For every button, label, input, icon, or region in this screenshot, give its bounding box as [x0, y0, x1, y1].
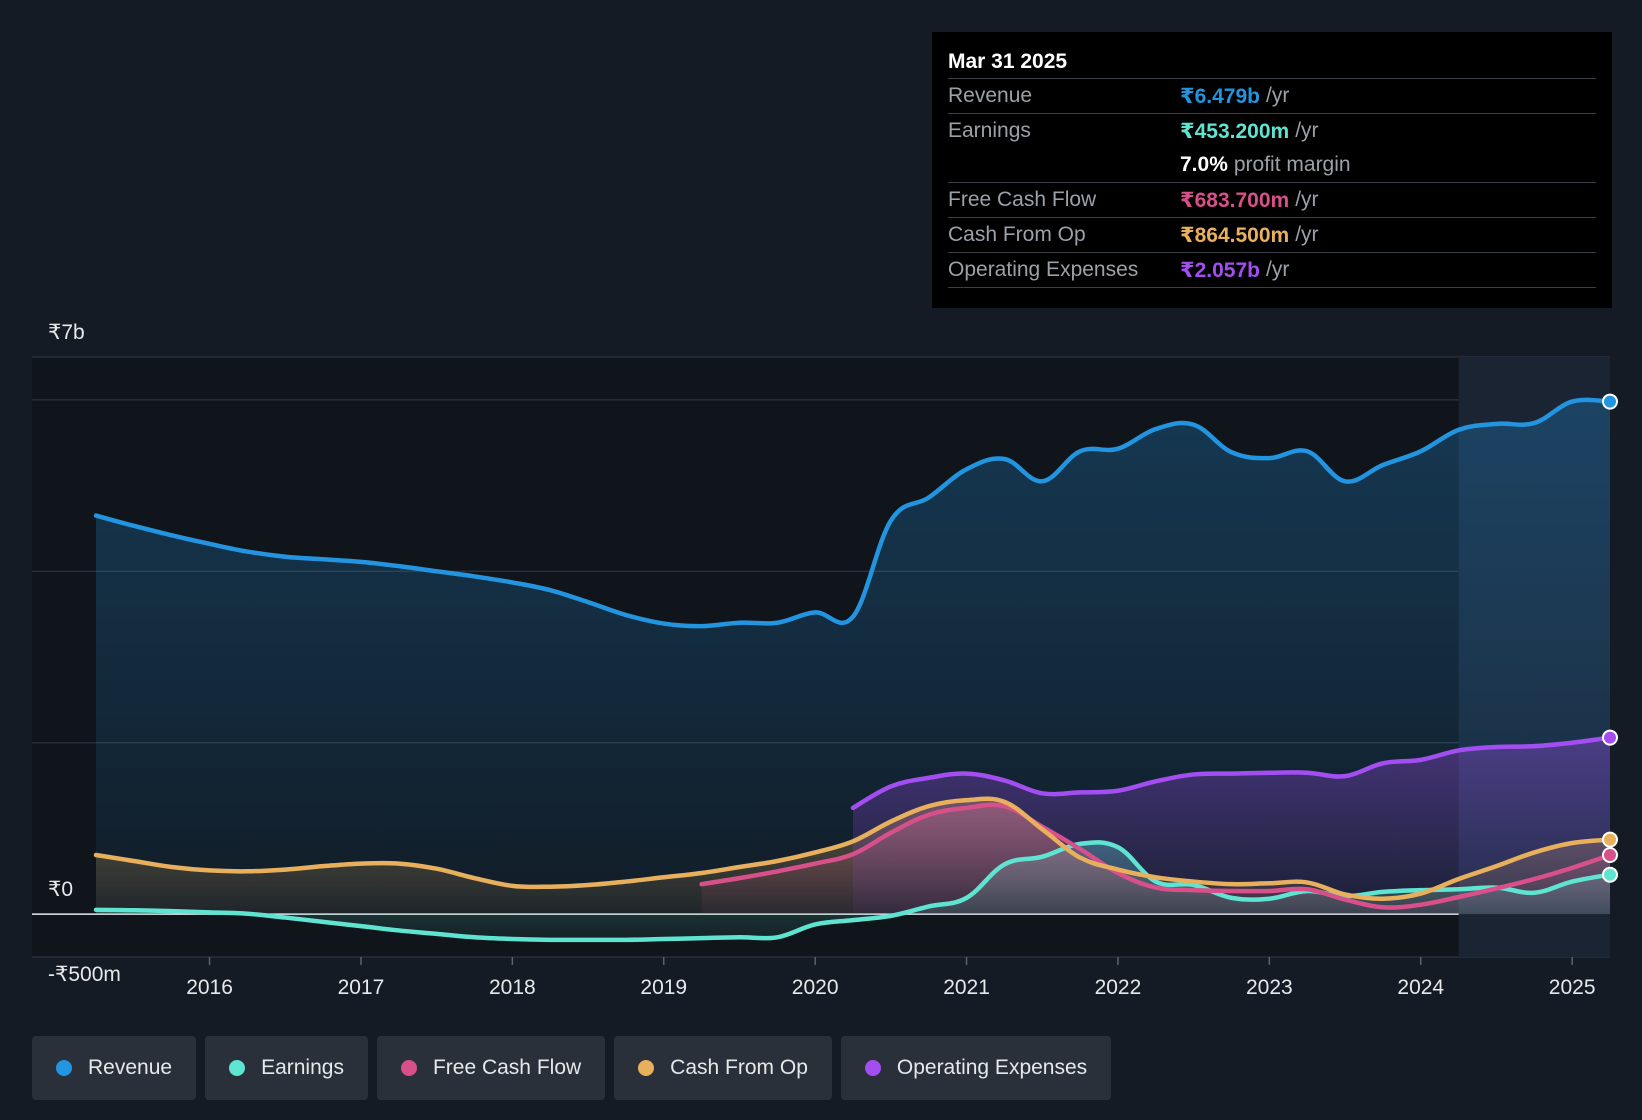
- x-tick-label: 2017: [338, 976, 385, 999]
- tooltip-row-cash-from-op: Cash From Op ₹864.500m /yr: [948, 217, 1596, 252]
- y-tick-label: ₹7b: [48, 321, 85, 344]
- line-operating-expenses: [850, 735, 1613, 811]
- legend: Revenue Earnings Free Cash Flow Cash Fro…: [32, 1036, 1112, 1100]
- end-marker-revenue: [1602, 393, 1618, 410]
- tooltip-label: Operating Expenses: [948, 258, 1139, 281]
- end-marker-operating-expenses: [1602, 729, 1618, 746]
- tooltip-label: Revenue: [948, 84, 1033, 107]
- tooltip-value: 7.0%: [1180, 153, 1228, 176]
- legend-label: Earnings: [261, 1056, 344, 1079]
- series-lines: [93, 397, 1613, 943]
- x-tick-label: 2020: [792, 976, 839, 999]
- x-tick-label: 2025: [1549, 976, 1596, 999]
- legend-item-operating-expenses[interactable]: Operating Expenses: [840, 1036, 1112, 1100]
- tooltip-date: Mar 31 2025: [948, 50, 1068, 73]
- y-tick-label: -₹500m: [48, 963, 121, 986]
- tooltip-unit: /yr: [1266, 258, 1290, 281]
- tooltip-value: ₹453.200m: [1180, 119, 1290, 143]
- legend-item-cash-from-op[interactable]: Cash From Op: [614, 1036, 832, 1100]
- x-tick-label: 2016: [186, 976, 233, 999]
- tooltip-unit: profit margin: [1233, 153, 1351, 176]
- tooltip-row-profit-margin: 7.0% profit margin: [948, 148, 1596, 182]
- legend-dot-icon: [638, 1060, 655, 1076]
- legend-dot-icon: [400, 1060, 417, 1076]
- legend-dot-icon: [229, 1060, 246, 1076]
- tooltip-panel: Mar 31 2025 Revenue ₹6.479b /yr Earnings…: [932, 32, 1612, 308]
- legend-dot-icon: [864, 1060, 881, 1076]
- x-tick-label: 2019: [640, 976, 687, 999]
- tooltip-unit: /yr: [1295, 223, 1319, 246]
- x-tick-label: 2023: [1246, 976, 1293, 999]
- end-marker-cash-from-op: [1602, 831, 1618, 848]
- tooltip-row-operating-expenses: Operating Expenses ₹2.057b /yr: [948, 252, 1596, 288]
- x-tick-label: 2022: [1095, 976, 1142, 999]
- x-axis-labels: 2016 2017 2018 2019 2020 2021 2022 2023 2024 2025: [186, 957, 1596, 999]
- legend-label: Cash From Op: [670, 1056, 808, 1079]
- tooltip-row-revenue: Revenue ₹6.479b /yr: [948, 78, 1596, 113]
- legend-item-earnings[interactable]: Earnings: [205, 1036, 368, 1100]
- legend-label: Operating Expenses: [896, 1056, 1088, 1079]
- line-cash-from-op: [93, 796, 1613, 901]
- tooltip-value: ₹683.700m: [1180, 188, 1290, 212]
- tooltip-value: ₹2.057b: [1180, 258, 1260, 282]
- end-marker-earnings: [1602, 866, 1618, 883]
- x-tick-label: 2024: [1397, 976, 1444, 999]
- tooltip-value: ₹864.500m: [1180, 223, 1290, 247]
- area-earnings: [96, 842, 1610, 940]
- legend-item-free-cash-flow[interactable]: Free Cash Flow: [376, 1036, 606, 1100]
- tooltip-row-free-cash-flow: Free Cash Flow ₹683.700m /yr: [948, 182, 1596, 217]
- legend-item-revenue[interactable]: Revenue: [32, 1036, 197, 1100]
- tooltip-label: Earnings: [948, 119, 1031, 142]
- x-tick-label: 2021: [943, 976, 990, 999]
- end-markers: [1602, 393, 1618, 883]
- series-areas: [96, 399, 1610, 940]
- y-tick-label: ₹0: [48, 878, 73, 901]
- tooltip-unit: /yr: [1295, 188, 1319, 211]
- line-free-cash-flow: [699, 802, 1613, 910]
- y-axis-labels: ₹7b ₹0 -₹500m: [48, 321, 121, 986]
- tooltip-label: Cash From Op: [948, 223, 1086, 246]
- line-revenue: [93, 397, 1613, 629]
- tooltip-unit: /yr: [1266, 84, 1290, 107]
- tooltip-value: ₹6.479b: [1180, 84, 1260, 108]
- legend-dot-icon: [56, 1060, 72, 1076]
- x-tick-label: 2018: [489, 976, 536, 999]
- tooltip-unit: /yr: [1295, 119, 1319, 142]
- tooltip-row-earnings: Earnings ₹453.200m /yr: [948, 113, 1596, 148]
- legend-label: Revenue: [88, 1056, 173, 1079]
- legend-label: Free Cash Flow: [432, 1056, 582, 1079]
- end-marker-free-cash-flow: [1602, 847, 1618, 863]
- area-operating-expenses: [853, 737, 1610, 915]
- tooltip-label: Free Cash Flow: [948, 188, 1097, 211]
